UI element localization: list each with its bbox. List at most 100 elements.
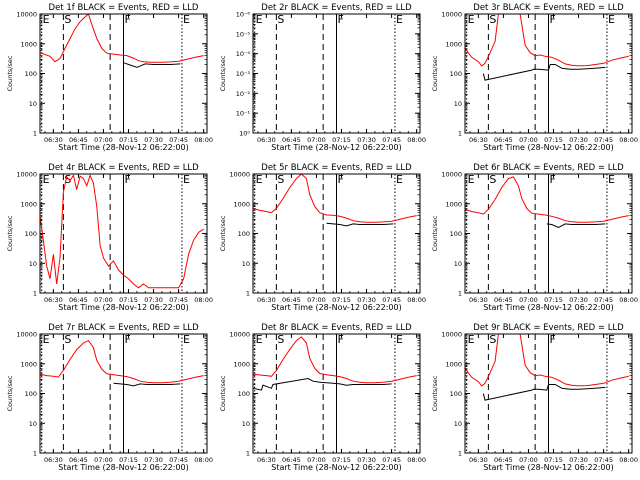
series-line-lld [465, 176, 629, 223]
y-tick-label: 10000 [16, 11, 37, 19]
marker-label: E [43, 13, 50, 26]
panel-title: Det 5r BLACK = Events, RED = LLD [261, 163, 412, 173]
panel-frame [252, 173, 421, 294]
x-tick-label: 07:30 [569, 136, 588, 144]
series-line-lld [465, 14, 629, 67]
marker-label: E [43, 333, 50, 346]
marker-label: S [489, 333, 496, 346]
x-tick-label: 06:45 [69, 456, 88, 464]
chart-panel-2: Det 2r BLACK = Events, RED = LLD Counts/s… [219, 3, 426, 152]
x-tick-label: 06:45 [282, 296, 301, 304]
panel-frame [39, 173, 208, 294]
chart-panel-9: Det 9r BLACK = Events, RED = LLD Counts/s… [431, 323, 638, 472]
y-tick-label: 1000 [445, 40, 462, 48]
marker-label: E [608, 13, 615, 26]
y-tick-label: 10⁰ [239, 130, 250, 138]
x-tick-label: 07:30 [144, 296, 163, 304]
y-axis-label: Counts/sec [431, 215, 439, 251]
y-tick-label: 10000 [16, 331, 37, 339]
x-axis-label: Start Time (28-Nov-12 06:22:00) [271, 303, 401, 312]
y-tick-label: 10 [29, 420, 37, 428]
x-tick-label: 07:45 [382, 456, 401, 464]
y-tick-label: 1 [33, 450, 37, 458]
y-tick-label: 100 [450, 390, 462, 398]
y-axis-label: Counts/sec [6, 215, 14, 251]
marker-label: E [256, 13, 263, 26]
series-line-lld [253, 336, 417, 384]
chart-panel-1: Det 1f BLACK = Events, RED = LLD Counts/s… [6, 3, 213, 152]
x-tick-label: 07:00 [307, 456, 326, 464]
panel-title: Det 1f BLACK = Events, RED = LLD [49, 3, 199, 13]
x-tick-label: 07:15 [119, 456, 138, 464]
marker-label: E [396, 173, 403, 186]
panel-frame [39, 13, 208, 134]
x-axis-label: Start Time (28-Nov-12 06:22:00) [483, 143, 613, 152]
y-tick-label: 10⁻⁴ [236, 50, 251, 58]
marker-label: E [468, 333, 475, 346]
series-line-events [253, 377, 392, 391]
x-tick-label: 07:30 [569, 456, 588, 464]
x-tick-label: 06:30 [257, 456, 276, 464]
panel-title: Det 4r BLACK = Events, RED = LLD [48, 163, 199, 173]
x-tick-label: 07:00 [94, 456, 113, 464]
marker-label: F [125, 173, 131, 186]
chart-panel-6: Det 6r BLACK = Events, RED = LLD Counts/s… [431, 163, 638, 312]
y-tick-label: 10 [454, 420, 462, 428]
marker-label: S [277, 173, 284, 186]
chart-panel-4: Det 4r BLACK = Events, RED = LLD Counts/s… [6, 163, 213, 312]
y-tick-label: 100 [450, 70, 462, 78]
x-tick-label: 07:15 [119, 296, 138, 304]
marker-label: F [550, 13, 556, 26]
marker-label: E [468, 13, 475, 26]
marker-label: S [277, 13, 284, 26]
y-tick-label: 10 [29, 100, 37, 108]
x-tick-label: 06:30 [257, 296, 276, 304]
panel-frame [252, 13, 421, 134]
y-tick-label: 10000 [229, 331, 250, 339]
x-axis-label: Start Time (28-Nov-12 06:22:00) [58, 143, 188, 152]
y-axis-label: Counts/sec [431, 375, 439, 411]
y-tick-label: 1000 [233, 360, 250, 368]
x-tick-label: 07:15 [332, 456, 351, 464]
y-tick-label: 100 [450, 230, 462, 238]
series-line-events [482, 64, 606, 81]
x-tick-label: 07:00 [307, 136, 326, 144]
x-tick-label: 07:15 [119, 136, 138, 144]
x-tick-label: 08:00 [194, 456, 213, 464]
marker-label: E [183, 13, 190, 26]
chart-panel-7: Det 7r BLACK = Events, RED = LLD Counts/s… [6, 323, 213, 472]
series-line-events [113, 382, 181, 387]
y-axis-label: Counts/sec [219, 215, 227, 251]
x-tick-label: 08:00 [407, 456, 426, 464]
y-tick-label: 1000 [20, 40, 37, 48]
marker-label: E [608, 333, 615, 346]
panel-frame [464, 13, 633, 134]
x-tick-label: 07:45 [169, 296, 188, 304]
marker-label: E [256, 173, 263, 186]
x-tick-label: 08:00 [407, 136, 426, 144]
x-tick-label: 06:45 [69, 136, 88, 144]
panel-title: Det 2r BLACK = Events, RED = LLD [261, 3, 412, 13]
series-line-events [482, 384, 606, 401]
marker-label: S [489, 173, 496, 186]
x-tick-label: 07:30 [357, 296, 376, 304]
series-line-lld [40, 14, 204, 63]
y-tick-label: 1 [33, 130, 37, 138]
series-line-lld [40, 174, 204, 289]
series-line-lld [253, 174, 417, 223]
y-tick-label: 10 [454, 100, 462, 108]
x-tick-label: 07:15 [332, 296, 351, 304]
marker-label: F [125, 333, 131, 346]
x-tick-label: 06:30 [44, 296, 63, 304]
x-tick-label: 06:30 [469, 296, 488, 304]
marker-label: E [396, 13, 403, 26]
y-tick-label: 1 [458, 450, 462, 458]
y-tick-label: 1000 [233, 200, 250, 208]
chart-panel-8: Det 8r BLACK = Events, RED = LLD Counts/s… [219, 323, 426, 472]
x-tick-label: 07:45 [169, 456, 188, 464]
x-tick-label: 08:00 [619, 456, 638, 464]
series-line-events [123, 62, 181, 68]
x-tick-label: 07:45 [382, 296, 401, 304]
x-axis-label: Start Time (28-Nov-12 06:22:00) [271, 463, 401, 472]
